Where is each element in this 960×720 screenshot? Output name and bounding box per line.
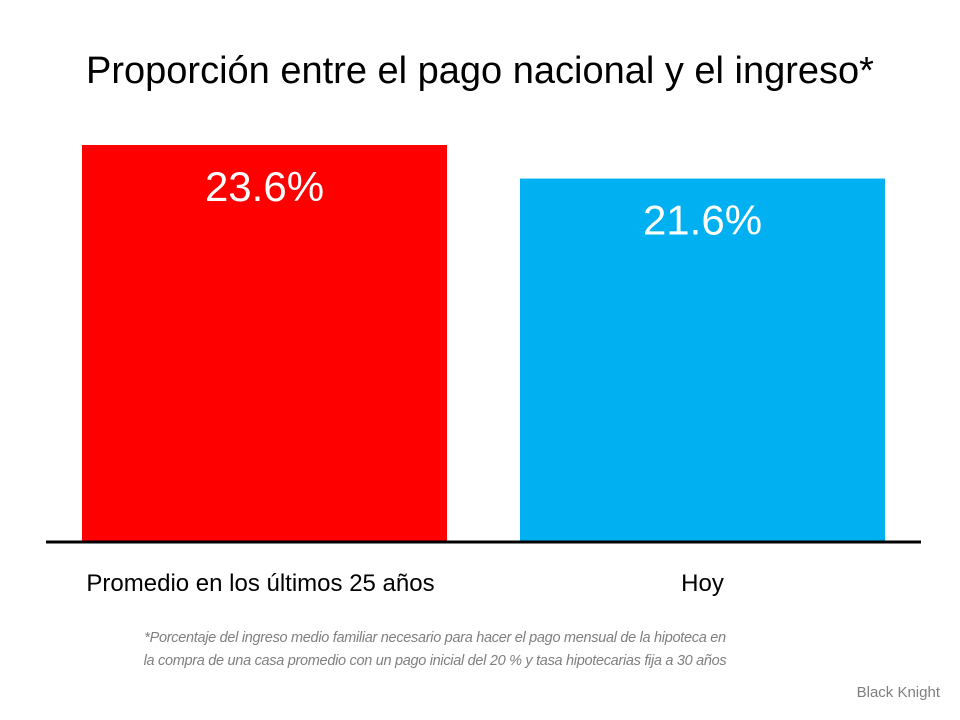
chart-title: Proporción entre el pago nacional y el i… xyxy=(86,50,874,92)
bar-1 xyxy=(520,178,885,541)
source-label: Black Knight xyxy=(856,684,940,701)
category-label-0: Promedio en los últimos 25 años xyxy=(86,570,434,597)
footnote-line-2: la compra de una casa promedio con un pa… xyxy=(143,653,727,669)
footnote: *Porcentaje del ingreso medio familiar n… xyxy=(40,627,830,673)
footnote-line-1: *Porcentaje del ingreso medio familiar n… xyxy=(144,630,726,646)
bar-0 xyxy=(82,145,447,541)
data-label-0: 23.6% xyxy=(205,163,324,210)
data-label-1: 21.6% xyxy=(643,197,762,244)
category-label-1: Hoy xyxy=(681,570,724,597)
